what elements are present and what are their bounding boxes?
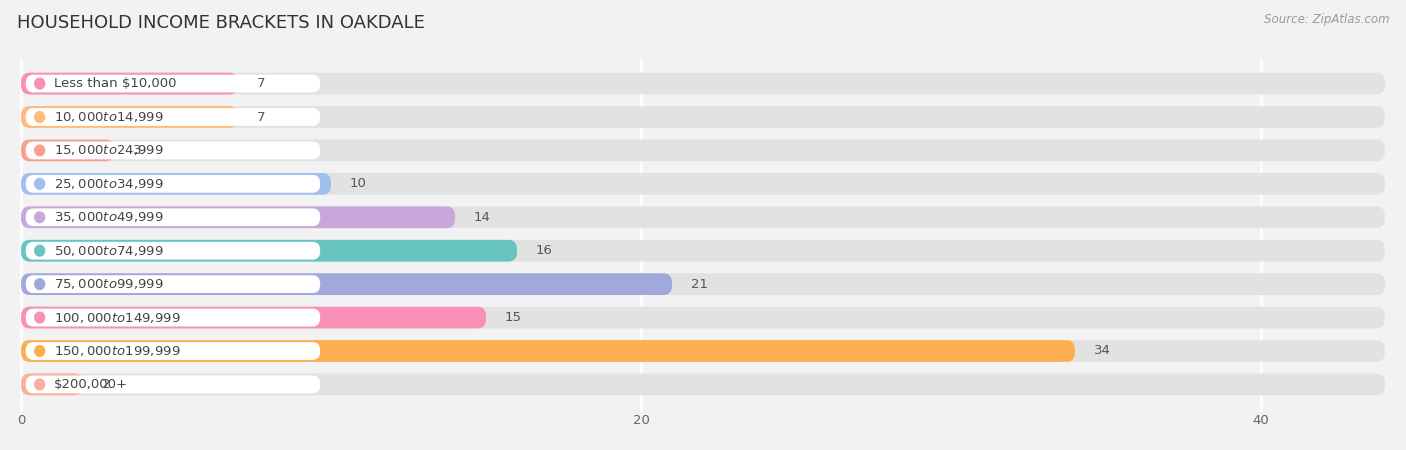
FancyBboxPatch shape [21, 140, 1385, 161]
Text: 14: 14 [474, 211, 491, 224]
Circle shape [35, 145, 45, 156]
Text: $100,000 to $149,999: $100,000 to $149,999 [53, 310, 180, 324]
Text: $15,000 to $24,999: $15,000 to $24,999 [53, 144, 163, 158]
FancyBboxPatch shape [25, 208, 321, 226]
FancyBboxPatch shape [21, 340, 1076, 362]
Text: Less than $10,000: Less than $10,000 [53, 77, 176, 90]
FancyBboxPatch shape [21, 240, 1385, 261]
FancyBboxPatch shape [21, 307, 486, 328]
Text: Source: ZipAtlas.com: Source: ZipAtlas.com [1264, 14, 1389, 27]
Circle shape [35, 179, 45, 189]
FancyBboxPatch shape [25, 275, 321, 293]
FancyBboxPatch shape [25, 375, 321, 393]
Circle shape [35, 379, 45, 390]
FancyBboxPatch shape [21, 207, 1385, 228]
Text: 3: 3 [132, 144, 141, 157]
FancyBboxPatch shape [21, 106, 238, 128]
FancyBboxPatch shape [21, 73, 1385, 94]
Circle shape [35, 245, 45, 256]
FancyBboxPatch shape [21, 173, 330, 195]
Circle shape [35, 78, 45, 89]
Circle shape [35, 212, 45, 223]
FancyBboxPatch shape [21, 374, 1385, 395]
Text: $25,000 to $34,999: $25,000 to $34,999 [53, 177, 163, 191]
Text: 10: 10 [350, 177, 367, 190]
FancyBboxPatch shape [21, 140, 114, 161]
FancyBboxPatch shape [21, 273, 1385, 295]
Text: HOUSEHOLD INCOME BRACKETS IN OAKDALE: HOUSEHOLD INCOME BRACKETS IN OAKDALE [17, 14, 425, 32]
FancyBboxPatch shape [25, 242, 321, 260]
Text: $35,000 to $49,999: $35,000 to $49,999 [53, 210, 163, 224]
Text: 7: 7 [257, 77, 266, 90]
FancyBboxPatch shape [25, 75, 321, 93]
Circle shape [35, 312, 45, 323]
Text: 7: 7 [257, 111, 266, 123]
FancyBboxPatch shape [21, 106, 1385, 128]
Text: 21: 21 [690, 278, 707, 291]
Text: 2: 2 [101, 378, 110, 391]
FancyBboxPatch shape [21, 307, 1385, 328]
FancyBboxPatch shape [25, 309, 321, 327]
Text: $75,000 to $99,999: $75,000 to $99,999 [53, 277, 163, 291]
Circle shape [35, 279, 45, 289]
Text: 16: 16 [536, 244, 553, 257]
FancyBboxPatch shape [21, 374, 83, 395]
FancyBboxPatch shape [21, 173, 1385, 195]
Text: $10,000 to $14,999: $10,000 to $14,999 [53, 110, 163, 124]
Text: $150,000 to $199,999: $150,000 to $199,999 [53, 344, 180, 358]
Circle shape [35, 346, 45, 356]
Text: $50,000 to $74,999: $50,000 to $74,999 [53, 244, 163, 258]
FancyBboxPatch shape [25, 342, 321, 360]
Text: $200,000+: $200,000+ [53, 378, 128, 391]
FancyBboxPatch shape [21, 340, 1385, 362]
FancyBboxPatch shape [21, 273, 672, 295]
Text: 15: 15 [505, 311, 522, 324]
Circle shape [35, 112, 45, 122]
FancyBboxPatch shape [21, 73, 238, 94]
FancyBboxPatch shape [21, 207, 456, 228]
FancyBboxPatch shape [21, 240, 517, 261]
FancyBboxPatch shape [25, 108, 321, 126]
Text: 34: 34 [1094, 345, 1111, 357]
FancyBboxPatch shape [25, 141, 321, 159]
FancyBboxPatch shape [25, 175, 321, 193]
